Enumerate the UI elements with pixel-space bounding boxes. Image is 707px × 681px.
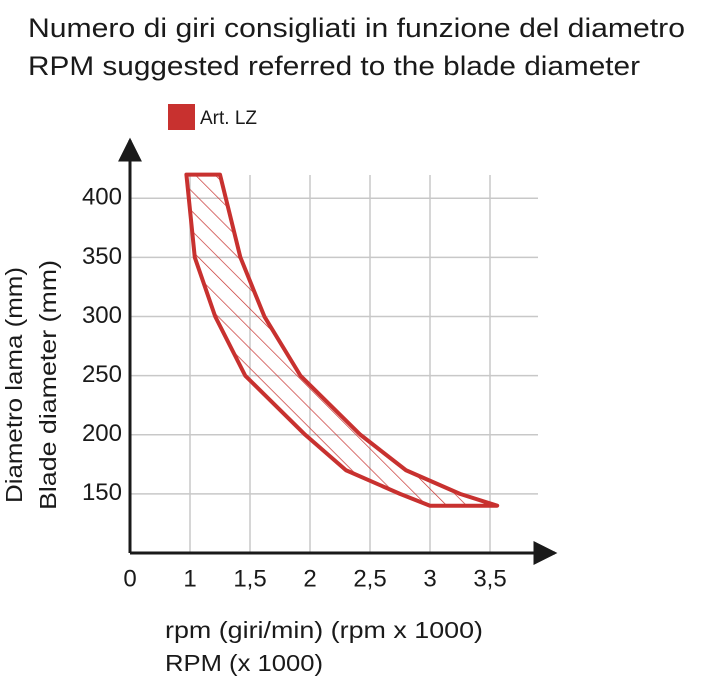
x-axis-label: rpm (giri/min) (rpm x 1000) [165,617,483,643]
y-axis-label: Blade diameter (mm) [35,260,61,510]
origin-label: 0 [123,565,136,592]
y-tick-label: 350 [82,243,122,270]
chart-subtitle: RPM suggested referred to the blade diam… [28,51,640,81]
x-tick-label: 1 [183,565,196,592]
x-tick-label: 2 [303,565,316,592]
x-axis-label: RPM (x 1000) [165,650,323,676]
y-tick-label: 400 [82,184,122,211]
y-tick-label: 300 [82,302,122,329]
y-tick-label: 150 [82,479,122,506]
y-axis-label: Diametro lama (mm) [1,267,27,503]
x-tick-label: 2,5 [353,565,386,592]
legend-swatch [168,104,195,130]
x-tick-label: 3 [423,565,436,592]
y-tick-label: 250 [82,361,122,388]
legend-label: Art. LZ [200,108,257,129]
x-tick-label: 3,5 [473,565,506,592]
y-tick-label: 200 [82,420,122,447]
chart-title: Numero di giri consigliati in funzione d… [28,13,685,43]
area [184,172,500,508]
x-tick-label: 1,5 [233,565,266,592]
